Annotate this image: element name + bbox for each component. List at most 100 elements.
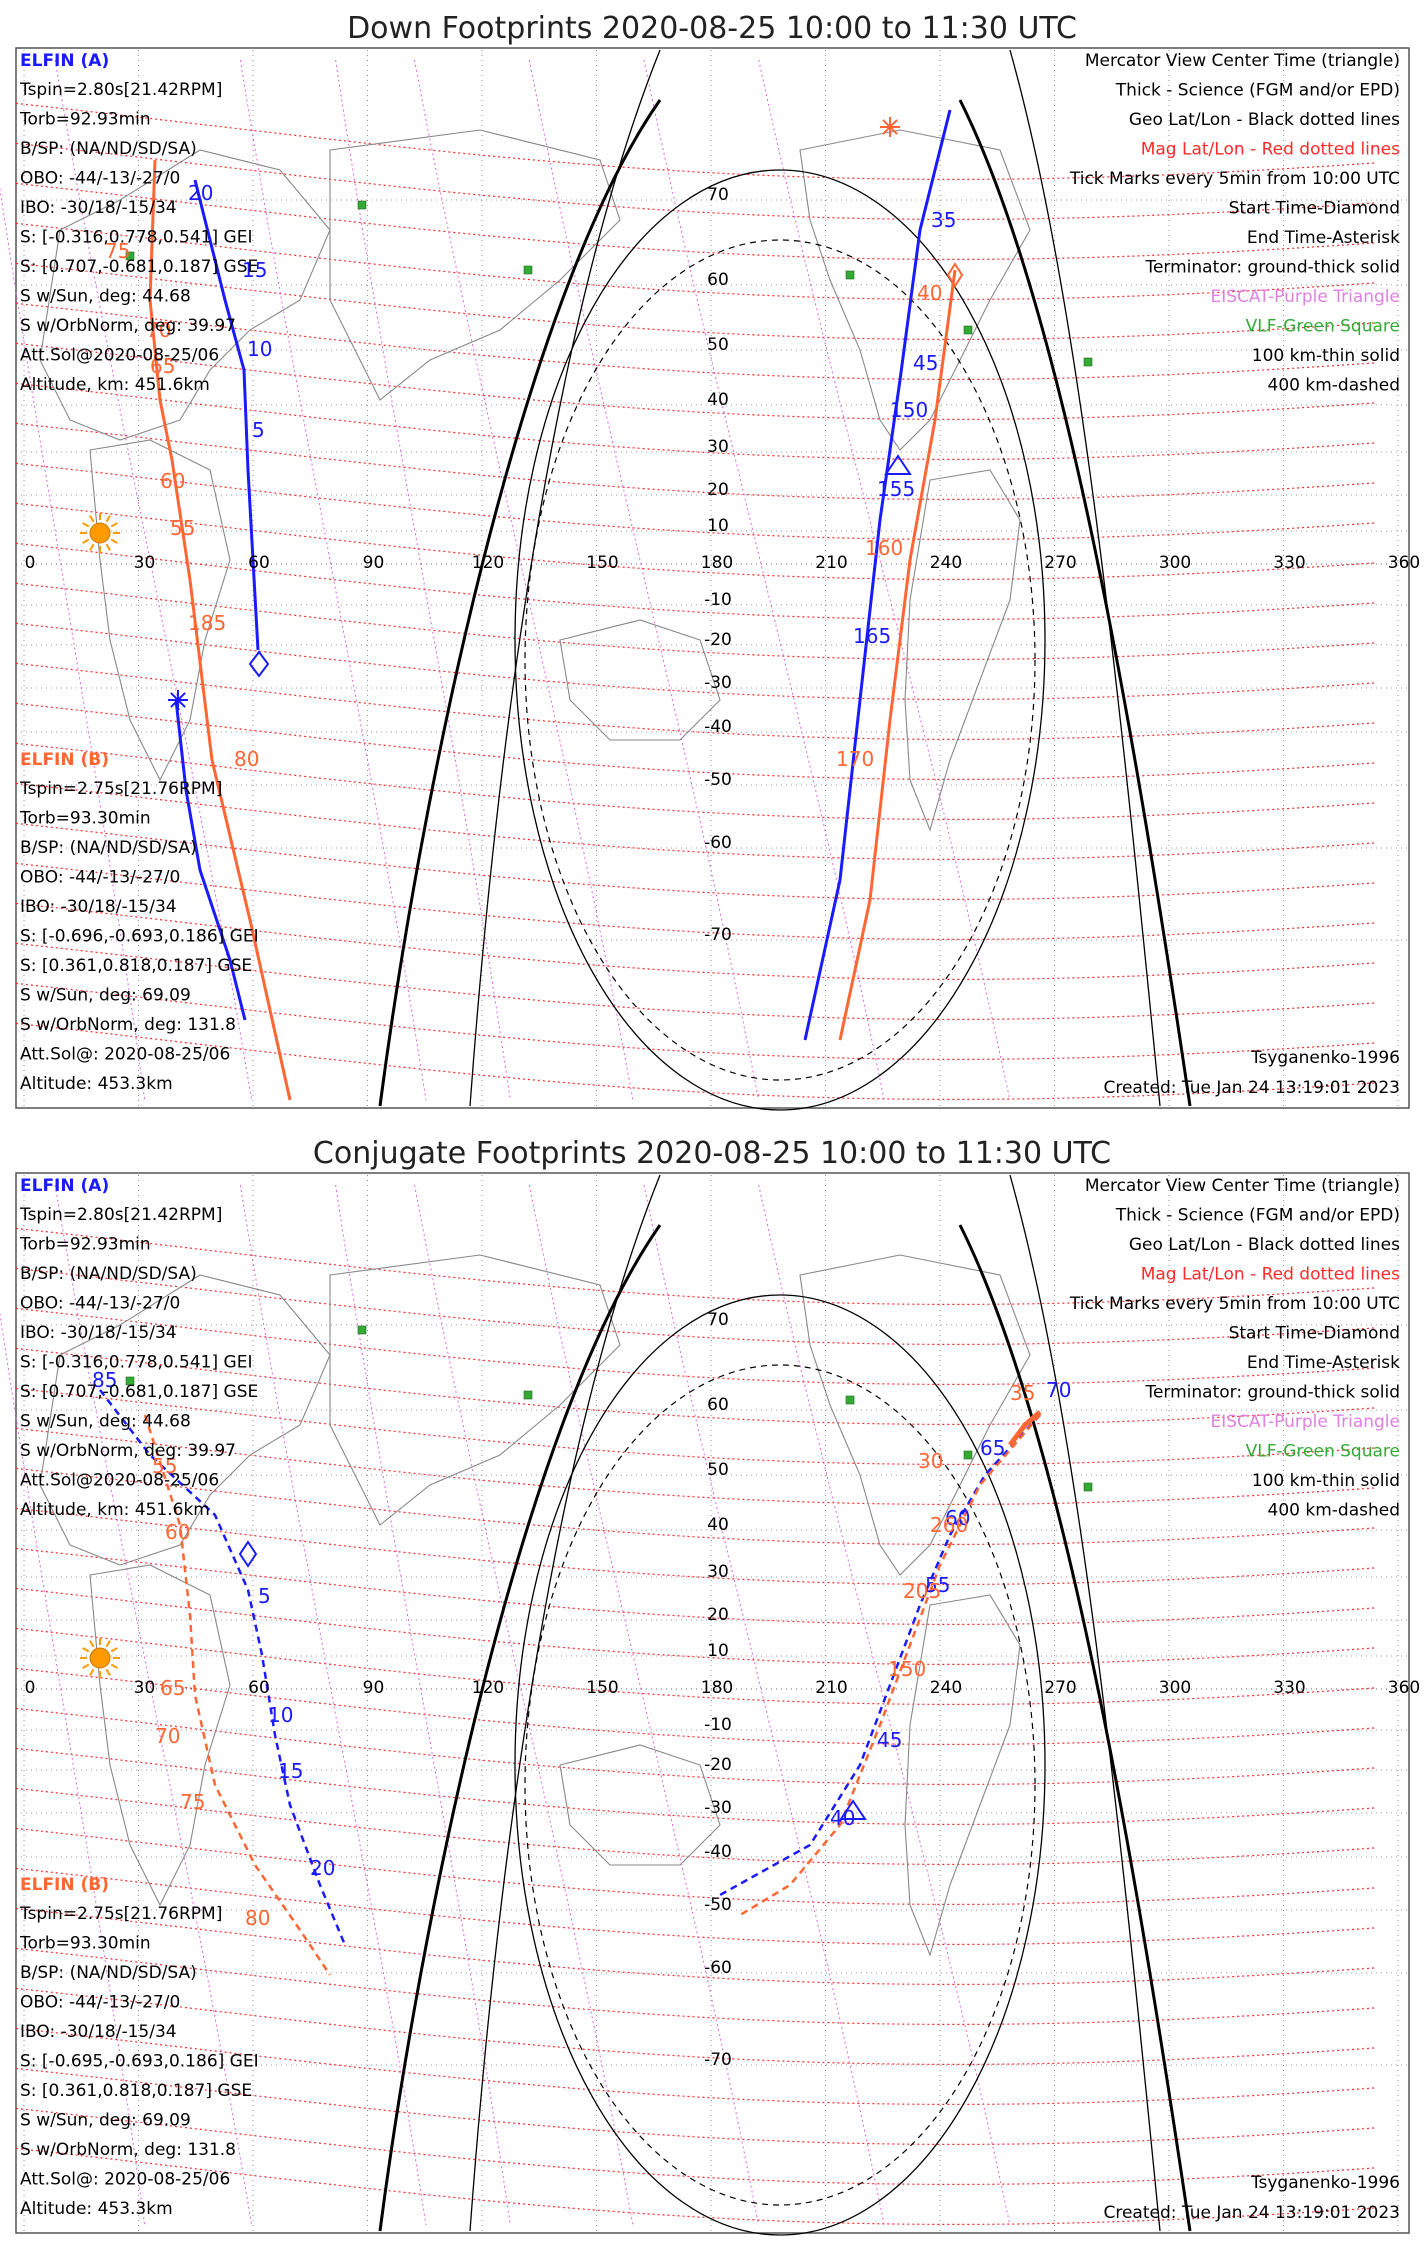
legend-entry: Terminator: ground-thick solid (1144, 258, 1400, 278)
latitude-tick-label: 10 (707, 1641, 729, 1661)
latitude-tick-label: -60 (704, 833, 732, 853)
elfin-b-info-line: IBO: -30/18/-15/34 (20, 897, 177, 917)
latitude-tick-label: -50 (704, 770, 732, 790)
legend-entry: Tick Marks every 5min from 10:00 UTC (1069, 169, 1400, 189)
terminator-ground (958, 99, 1192, 1107)
vlf-station-marker (1083, 1482, 1093, 1492)
center-triangle (884, 454, 912, 475)
vlf-station-marker (125, 1376, 135, 1386)
sun-ray (105, 543, 111, 551)
latitude-tick-label: -20 (704, 1755, 732, 1775)
track-tick-label: 55 (170, 516, 195, 540)
coastline (89, 439, 231, 782)
terminator-ground (958, 1224, 1192, 2232)
track-tick-label: 15 (278, 1759, 303, 1783)
terminator-100km (1009, 49, 1161, 1107)
mag-latitude-line (15, 702, 1377, 780)
track-tick-label: 170 (836, 747, 874, 771)
longitude-tick-label: 180 (701, 1678, 733, 1698)
panel-title: Conjugate Footprints 2020-08-25 10:00 to… (313, 1136, 1111, 1171)
latitude-tick-label: -60 (704, 1958, 732, 1978)
science-segment (1008, 1410, 1042, 1447)
sun-ray (110, 538, 118, 544)
legend-entry: Geo Lat/Lon - Black dotted lines (1129, 1235, 1400, 1255)
longitude-tick-label: 0 (25, 553, 36, 573)
longitude-tick-label: 90 (363, 553, 385, 573)
latitude-tick-label: -70 (704, 925, 732, 945)
auroral-ellipse-100km (514, 1294, 1046, 2236)
coastline (329, 129, 621, 401)
elfin-a-info-line: OBO: -44/-13/-27/0 (20, 169, 180, 189)
latitude-tick-label: -30 (704, 673, 732, 693)
latitude-tick-label: 10 (707, 516, 729, 536)
mag-meridian-line (54, 1184, 253, 2226)
center-triangle (839, 1799, 867, 1820)
elfin-b-name: ELFIN (B) (20, 1875, 109, 1895)
latitude-tick-label: 40 (707, 1515, 729, 1535)
longitude-tick-label: 240 (930, 1678, 962, 1698)
down-footprints-panel: Down Footprints 2020-08-25 10:00 to 11:3… (0, 11, 1420, 1111)
coastline (799, 129, 1031, 451)
track-tick-label: 55 (925, 1573, 950, 1597)
vlf-station-marker (963, 1450, 973, 1460)
track-tick-label: 15 (242, 258, 267, 282)
elfin-b-info-line: S: [0.361,0.818,0.187] GSE (20, 2081, 252, 2101)
longitude-tick-label: 30 (134, 1678, 156, 1698)
latitude-tick-label: -40 (704, 1842, 732, 1862)
legend-entry: Mag Lat/Lon - Red dotted lines (1141, 1265, 1400, 1285)
longitude-tick-label: 60 (248, 1678, 270, 1698)
mag-meridian-line (239, 59, 427, 1101)
created-timestamp: Created: Tue Jan 24 13:19:01 2023 (1103, 1078, 1400, 1098)
terminator-100km (469, 1174, 661, 2232)
sun-ray (105, 1668, 111, 1676)
sun-ray (105, 1640, 111, 1648)
sun-ray (105, 515, 111, 523)
elfin-b-info-line: Altitude: 453.3km (20, 1074, 173, 1094)
elfin-b-conjugate-track (143, 1414, 332, 1976)
longitude-tick-label: 270 (1044, 553, 1076, 573)
track-tick-label: 185 (188, 611, 226, 635)
track-tick-label: 160 (865, 536, 903, 560)
coastline (904, 1594, 1021, 1957)
elfin-a-info-line: S w/OrbNorm, deg: 39.97 (20, 1441, 236, 1461)
track-tick-label: 65 (980, 1436, 1005, 1460)
longitude-tick-label: 180 (701, 553, 733, 573)
elfin-b-info-line: S: [0.361,0.818,0.187] GSE (20, 956, 252, 976)
legend-entry: 100 km-thin solid (1252, 346, 1400, 366)
auroral-ellipse-400km (524, 239, 1036, 1081)
elfin-b-info-line: S w/Sun, deg: 69.09 (20, 2111, 191, 2131)
mag-latitude-line (15, 1587, 1377, 1665)
elfin-a-info-line: Torb=92.93min (19, 110, 151, 130)
elfin-b-name: ELFIN (B) (20, 750, 109, 770)
latitude-tick-label: -20 (704, 630, 732, 650)
coastline (89, 1564, 231, 1907)
longitude-tick-label: 120 (472, 1678, 504, 1698)
longitude-tick-label: 150 (586, 553, 618, 573)
created-timestamp: Created: Tue Jan 24 13:19:01 2023 (1103, 2203, 1400, 2223)
latitude-tick-label: -30 (704, 1798, 732, 1818)
track-tick-label: 35 (931, 208, 956, 232)
coastline (39, 149, 331, 441)
legend-entry: Tick Marks every 5min from 10:00 UTC (1069, 1294, 1400, 1314)
model-credit: Tsyganenko-1996 (1250, 2173, 1400, 2193)
vlf-station-marker (845, 270, 855, 280)
legend-entry: End Time-Asterisk (1247, 228, 1400, 248)
conjugate-footprints-panel: Conjugate Footprints 2020-08-25 10:00 to… (0, 1125, 1425, 2250)
track-tick-label: 70 (155, 1724, 180, 1748)
latitude-tick-label: -50 (704, 1895, 732, 1915)
elfin-b-info-line: S: [-0.695,-0.693,0.186] GEI (20, 2052, 259, 2072)
track-tick-label: 65 (160, 1676, 185, 1700)
longitude-tick-label: 240 (930, 553, 962, 573)
elfin-b-info-line: Torb=93.30min (19, 809, 151, 829)
elfin-a-info-line: B/SP: (NA/ND/SD/SA) (20, 1264, 197, 1284)
track-tick-label: 5 (258, 1584, 271, 1608)
mag-latitude-line (15, 382, 1377, 460)
coastline (904, 469, 1021, 832)
longitude-tick-label: 360 (1388, 1678, 1420, 1698)
track-tick-label: 70 (1046, 1378, 1071, 1402)
vlf-station-marker (125, 251, 135, 261)
track-tick-label: 85 (92, 1368, 117, 1392)
mag-latitude-line (15, 342, 1377, 420)
longitude-tick-label: 300 (1159, 553, 1191, 573)
elfin-a-info-line: S w/OrbNorm, deg: 39.97 (20, 316, 236, 336)
